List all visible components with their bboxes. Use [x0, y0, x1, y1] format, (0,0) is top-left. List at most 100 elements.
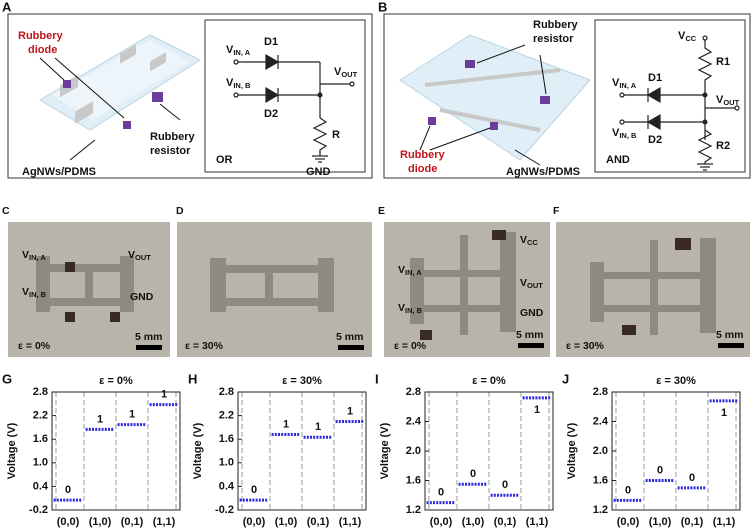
label: Rubbery — [150, 131, 196, 143]
electrodes — [590, 238, 716, 335]
panel-a: A Rubbery diode Rubbery resistor AgNWs/P… — [2, 0, 373, 179]
label: R1 — [716, 56, 730, 68]
state-label: 1 — [283, 418, 289, 430]
label: GND — [520, 307, 544, 319]
state-label: 0 — [689, 472, 695, 484]
node — [317, 92, 323, 98]
arrow — [539, 54, 547, 95]
label: VOUT — [520, 277, 543, 290]
label: VIN, B — [612, 127, 637, 140]
x-tick-label: (1,1) — [339, 516, 362, 528]
label: ε = 0% — [394, 340, 427, 352]
y-tick-label: -0.2 — [29, 504, 48, 516]
photo-row: C VIN, A VOUT VIN, B GND 5 mm ε = 0% D 5… — [2, 205, 750, 357]
y-tick-label: 2.8 — [33, 386, 48, 398]
label: 5 mm — [336, 331, 363, 343]
label: resistor — [150, 145, 191, 157]
arrow — [419, 125, 431, 151]
state-label: 0 — [438, 487, 444, 499]
scale-bar — [136, 345, 162, 350]
plot-frame — [51, 391, 181, 511]
state-label: 0 — [251, 484, 257, 496]
circuit-frame — [594, 19, 746, 173]
panel-letter: D — [176, 205, 184, 217]
trace — [424, 68, 561, 87]
state-label: 1 — [129, 409, 135, 421]
state-label: 0 — [657, 464, 663, 476]
device — [65, 312, 75, 322]
panel-letter: G — [2, 371, 12, 386]
arrow — [159, 103, 181, 121]
label: VIN, A — [226, 44, 251, 57]
x-tick-label: (1,1) — [526, 516, 549, 528]
label: AND — [606, 154, 630, 166]
node — [702, 119, 708, 125]
label: ε = 30% — [566, 340, 605, 352]
scale-bar — [518, 343, 544, 348]
label: 5 mm — [516, 329, 543, 341]
panel-letter: A — [2, 0, 12, 14]
label: VIN, B — [22, 286, 47, 299]
label: diode — [28, 44, 57, 56]
state-label: 1 — [347, 405, 353, 417]
y-tick-label: 2.8 — [219, 386, 234, 398]
arrow — [476, 44, 526, 64]
label: diode — [408, 163, 437, 175]
label: Rubbery — [400, 149, 446, 161]
device — [622, 325, 636, 335]
panel-letter: F — [553, 205, 560, 217]
label: resistor — [533, 33, 574, 45]
state-label: 0 — [502, 479, 508, 491]
state-label: 1 — [97, 413, 103, 425]
diode-mark — [428, 117, 436, 125]
y-tick-label: -0.2 — [215, 504, 234, 516]
chart-title: ε = 30% — [282, 375, 322, 387]
circuit — [619, 35, 740, 171]
y-tick-label: 1.2 — [406, 504, 421, 516]
y-tick-label: 0.4 — [219, 480, 235, 492]
y-tick-label: 2.2 — [219, 410, 234, 422]
x-tick-label: (0,1) — [307, 516, 330, 528]
label: VOUT — [128, 249, 151, 262]
arrow — [514, 149, 541, 166]
diode-mark — [123, 121, 131, 129]
label: AgNWs/PDMS — [506, 166, 580, 178]
label: D1 — [648, 72, 662, 84]
y-tick-label: 2.4 — [406, 415, 422, 427]
x-tick-label: (0,1) — [121, 516, 144, 528]
label: VCC — [678, 30, 697, 43]
chart-title: ε = 0% — [99, 375, 133, 387]
label: AgNWs/PDMS — [22, 166, 96, 178]
arrow — [69, 139, 96, 161]
state-label: 1 — [534, 404, 540, 416]
x-tick-label: (0,1) — [681, 516, 704, 528]
circuit — [233, 53, 355, 163]
label: D2 — [264, 108, 278, 120]
device — [492, 230, 506, 240]
label: 5 mm — [716, 329, 743, 341]
resistor-mark — [465, 60, 475, 68]
x-tick-label: (1,0) — [275, 516, 298, 528]
node — [702, 92, 708, 98]
trace — [439, 108, 541, 132]
label: OR — [216, 154, 233, 166]
y-tick-label: 2.0 — [593, 445, 608, 457]
label: VIN, B — [398, 302, 423, 315]
y-tick-label: 2.8 — [406, 386, 421, 398]
label: VIN, A — [612, 77, 637, 90]
chart-title: ε = 30% — [656, 375, 696, 387]
plot-frame — [237, 391, 367, 511]
state-label: 1 — [161, 388, 167, 400]
arrow — [429, 127, 491, 151]
diode-mark — [490, 122, 498, 130]
panel-frame — [383, 13, 751, 179]
panel-b: B Rubbery resistor Rubbery diode AgNWs/P… — [378, 0, 751, 179]
x-tick-label: (0,0) — [617, 516, 640, 528]
circuit-frame — [204, 19, 366, 173]
label: VIN, B — [226, 77, 251, 90]
y-tick-label: 2.0 — [406, 445, 421, 457]
label: D1 — [264, 36, 278, 48]
label: VIN, A — [22, 249, 46, 262]
y-axis-label: Voltage (V) — [566, 422, 578, 479]
